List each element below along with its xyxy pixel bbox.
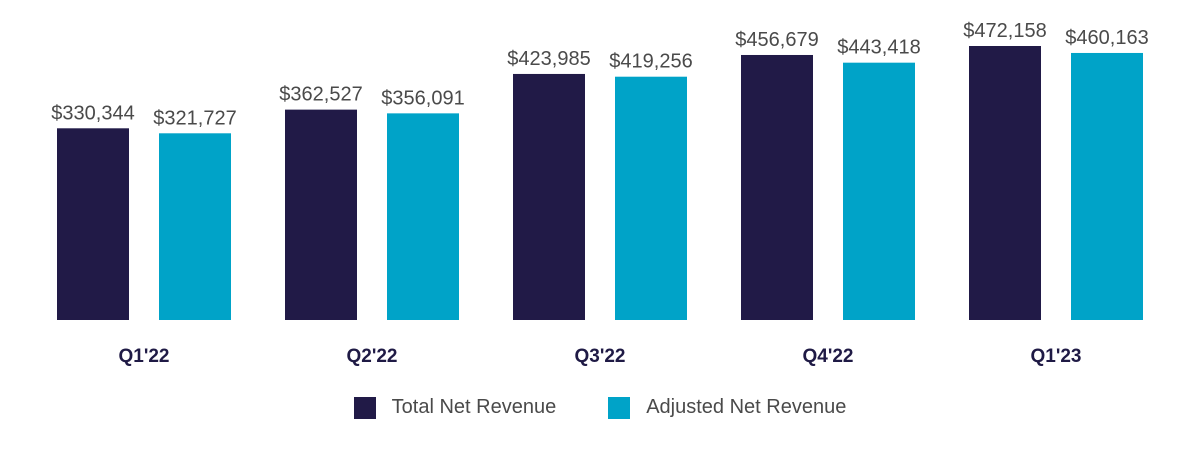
bar-adjusted-1 (387, 113, 459, 320)
bar-adjusted-0 (159, 133, 231, 320)
legend-swatch-adjusted (608, 396, 631, 419)
bar-total-0 (57, 128, 129, 320)
bar-total-1 (285, 109, 357, 321)
legend-swatch-total (353, 396, 376, 419)
bar-adjusted-3 (843, 62, 915, 321)
category-label-4: Q1'23 (1031, 346, 1082, 367)
bar-total-2 (513, 73, 585, 320)
category-label-1: Q2'22 (347, 346, 398, 367)
data-label-adjusted-2: $419,256 (609, 51, 692, 73)
bar-total-4 (969, 46, 1041, 320)
legend-label-total: Total Net Revenue (391, 396, 557, 418)
category-label-2: Q3'22 (575, 346, 626, 367)
data-label-total-4: $472,158 (963, 20, 1046, 42)
data-label-total-3: $456,679 (735, 29, 818, 51)
legend-item-total-net-revenue: Total Net Revenue (353, 396, 557, 419)
chart-legend: Total Net Revenue Adjusted Net Revenue (0, 396, 1200, 419)
legend-label-adjusted: Adjusted Net Revenue (646, 396, 847, 418)
data-label-adjusted-0: $321,727 (153, 107, 236, 129)
bar-adjusted-4 (1071, 52, 1143, 320)
data-label-adjusted-1: $356,091 (381, 87, 464, 109)
bar-total-3 (741, 54, 813, 320)
category-label-3: Q4'22 (803, 346, 854, 367)
data-label-adjusted-3: $443,418 (837, 37, 920, 59)
bar-chart: $330,344 $321,727 Q1'22 $362,527 $356,091 Q2'… (51, 20, 1148, 367)
legend-item-adjusted-net-revenue: Adjusted Net Revenue (608, 396, 846, 419)
bar-adjusted-2 (615, 76, 687, 320)
data-label-adjusted-4: $460,163 (1065, 27, 1148, 49)
data-label-total-0: $330,344 (51, 102, 134, 124)
data-label-total-2: $423,985 (507, 48, 590, 70)
category-label-0: Q1'22 (119, 346, 170, 367)
data-label-total-1: $362,527 (279, 84, 362, 106)
